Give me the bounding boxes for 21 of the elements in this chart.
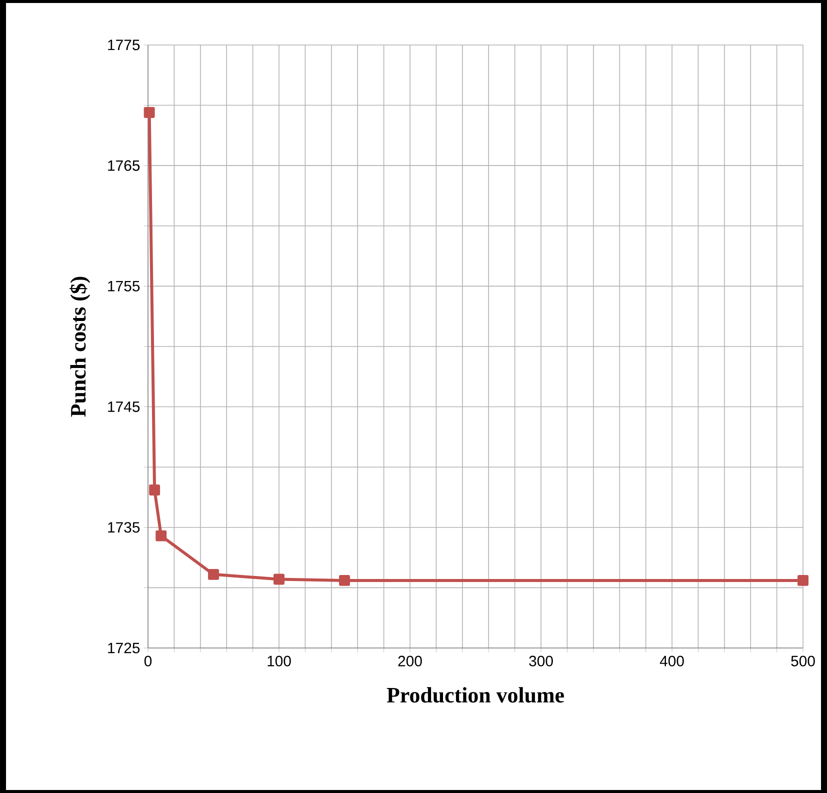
x-tick-label: 300 xyxy=(529,656,553,666)
point xyxy=(156,530,167,542)
y-tick-label: 1725 xyxy=(108,642,140,654)
x-tick-label: 500 xyxy=(791,656,815,666)
point xyxy=(149,484,160,496)
y-tick-label: 1755 xyxy=(108,280,140,292)
y-tick-label: 1745 xyxy=(108,402,140,412)
y-tick-label: 1735 xyxy=(108,522,140,533)
point xyxy=(798,574,808,586)
x-tick-label: 200 xyxy=(398,656,422,666)
point xyxy=(274,574,284,585)
x-axis-title: Production volume xyxy=(386,687,564,703)
x-tick-label: 400 xyxy=(660,656,684,666)
y-tick-label: 1775 xyxy=(108,40,140,50)
y-axis-title: Punch costs ($) xyxy=(70,276,90,417)
point xyxy=(208,568,219,580)
x-tick-label: 0 xyxy=(144,656,152,666)
point xyxy=(339,574,350,586)
x-tick-label: 100 xyxy=(268,656,291,666)
y-tick-label: 1765 xyxy=(108,160,140,171)
point xyxy=(144,107,155,118)
